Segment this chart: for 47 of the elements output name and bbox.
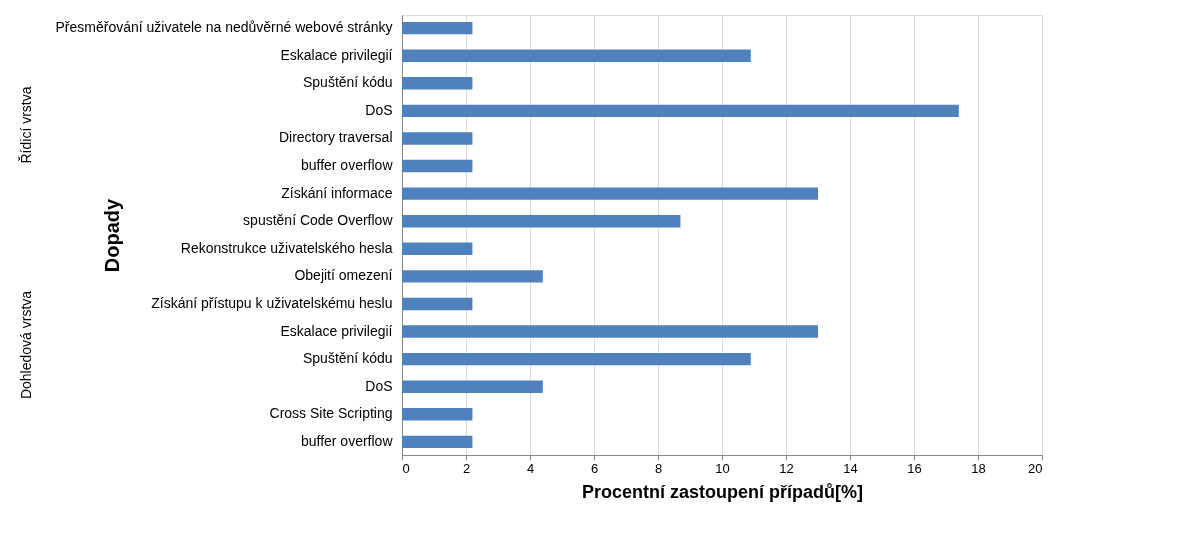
bar	[402, 352, 751, 366]
x-axis-title: Procentní zastoupení případů[%]	[581, 481, 864, 502]
x-tick-label: 2	[462, 460, 471, 476]
bar	[402, 270, 543, 283]
bar	[402, 215, 681, 228]
x-tick-label: 14	[843, 460, 858, 476]
y-tick-label: Cross Site Scripting	[269, 405, 393, 422]
y-tick-label: Získání informace	[281, 184, 393, 201]
bar	[402, 77, 473, 90]
y-tick-label: spustění Code Overflow	[243, 212, 394, 229]
bar	[402, 159, 473, 173]
bar	[402, 297, 473, 311]
bar	[402, 325, 818, 338]
y-tick-label: Získání přístupu k uživatelskému heslu	[151, 294, 393, 311]
text: Dohledová vrstva	[18, 290, 34, 400]
y-tick-label: DoS	[365, 101, 393, 118]
x-tick-label: 4	[526, 460, 535, 476]
y-tick-label: Eskalace privilegií	[280, 46, 393, 63]
text: Řídicí vrstva	[18, 86, 34, 164]
y-tick-label: Spuštění kódu	[302, 350, 393, 367]
bar	[402, 242, 473, 255]
bar	[402, 380, 543, 393]
bar	[402, 435, 473, 449]
y-tick-label: Directory traversal	[278, 129, 393, 146]
y-tick-label: Eskalace privilegií	[280, 322, 393, 339]
y-tick-label: Spuštění kódu	[302, 74, 393, 91]
bar	[402, 132, 473, 145]
bar	[402, 408, 473, 421]
y-tick-label: buffer overflow	[300, 432, 394, 449]
y-tick-label: DoS	[365, 377, 393, 394]
bar	[402, 21, 473, 35]
x-tick-label: 10	[715, 460, 730, 476]
y-tick-label: buffer overflow	[300, 157, 394, 174]
bar	[402, 187, 818, 200]
x-tick-label: 6	[590, 460, 599, 476]
bar	[402, 49, 751, 62]
x-tick-label: 18	[971, 460, 986, 476]
x-tick-label: 16	[907, 460, 922, 476]
y-axis-title: Dopady	[100, 197, 123, 273]
x-tick-label: 8	[654, 460, 663, 476]
x-tick-label: 20	[1028, 460, 1043, 476]
bar	[402, 104, 959, 118]
y-tick-label: Přesměřování uživatele na nedůvěrné webové stránky	[55, 19, 393, 36]
y-tick-label: Obejití omezení	[294, 267, 393, 284]
x-tick-label: 0	[402, 460, 410, 476]
y-tick-label: Rekonstrukce uživatelského hesla	[180, 239, 393, 256]
x-tick-label: 12	[779, 460, 794, 476]
